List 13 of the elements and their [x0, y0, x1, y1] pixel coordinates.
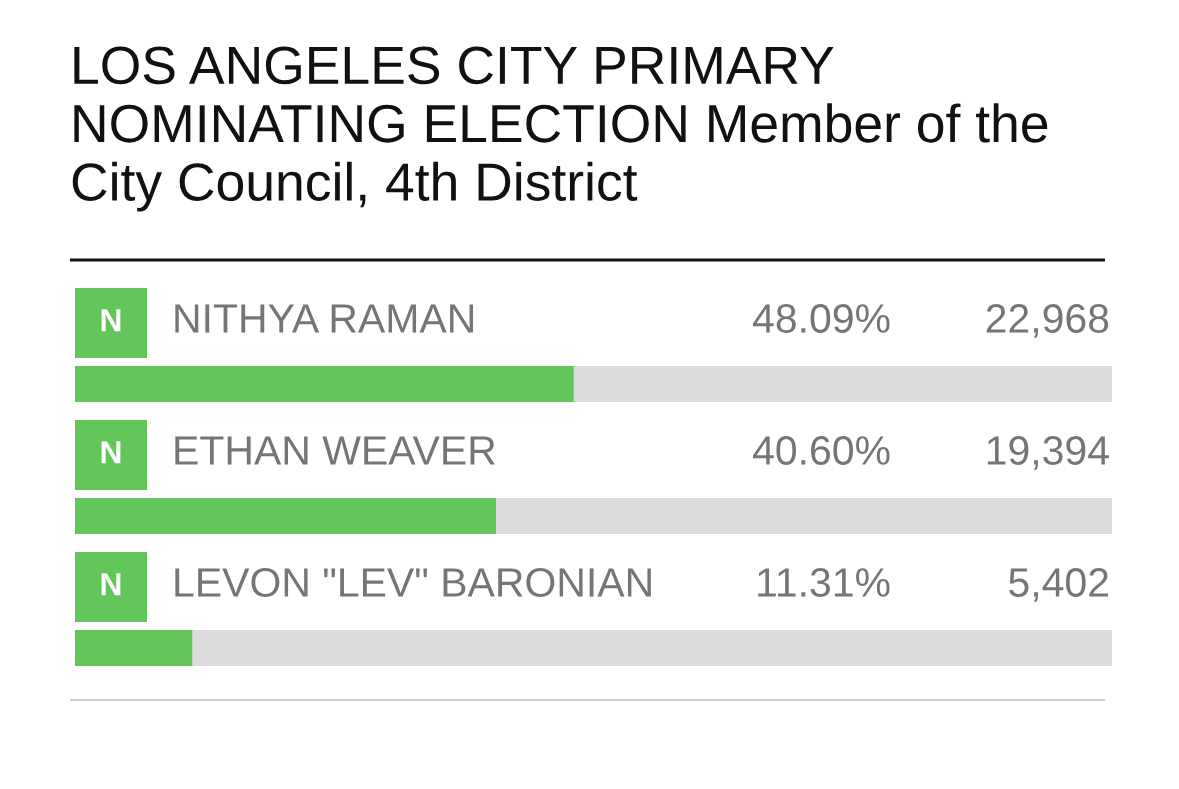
- data-label: 11.31%: [758, 567, 890, 597]
- y-tick-label: LEVON "LEV" BARONIAN: [175, 567, 651, 597]
- annotation: 19,394: [987, 435, 1109, 470]
- y-tick-label: NITHYA RAMAN: [175, 304, 473, 333]
- annotation: 5,402: [1009, 567, 1108, 602]
- data-label: 40.60%: [752, 435, 890, 465]
- data-label: 48.09%: [752, 303, 890, 333]
- annotation: N: [101, 441, 121, 464]
- annotation: N: [101, 573, 121, 596]
- annotation: N: [101, 309, 121, 332]
- y-tick-label: ETHAN WEAVER: [175, 436, 495, 465]
- chart-title: LOS ANGELES CITY PRIMARY NOMINATING ELECTION Member of the City Council, 4th District: [72, 46, 1048, 212]
- annotation: 22,968: [986, 303, 1109, 338]
